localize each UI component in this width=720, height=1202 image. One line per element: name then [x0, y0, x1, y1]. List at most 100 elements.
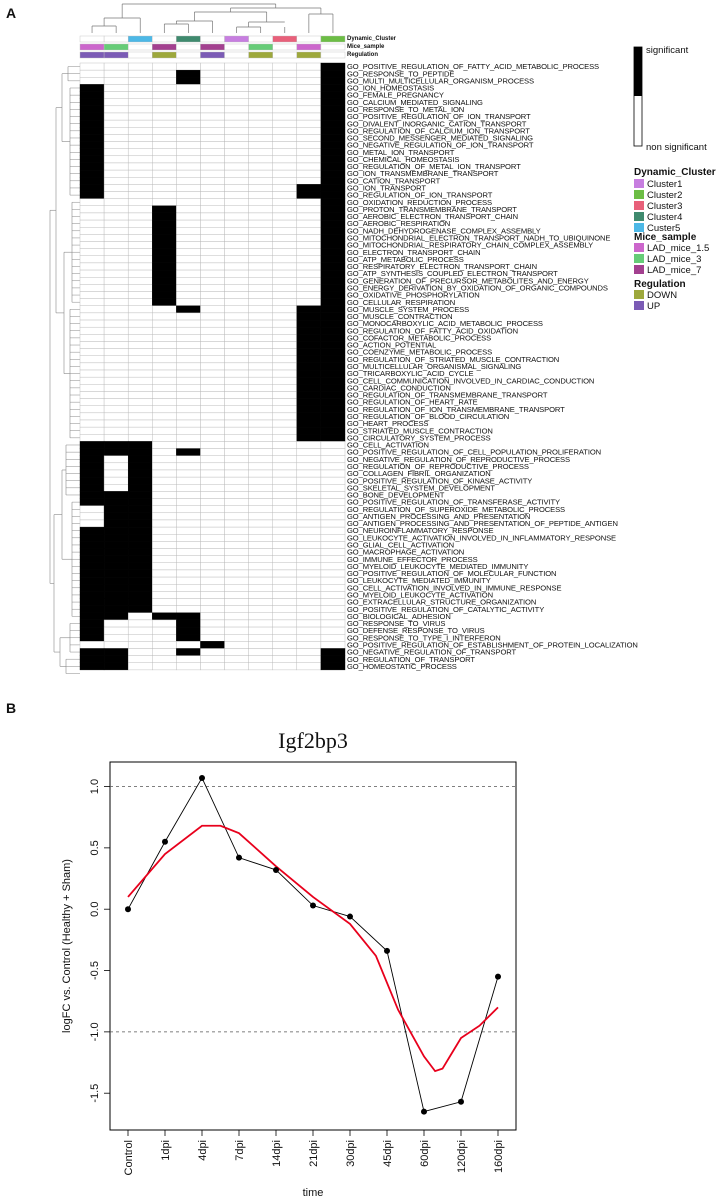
- heatmap-cell: [296, 598, 322, 606]
- heatmap-cell: [176, 326, 201, 335]
- heatmap-cell: [248, 484, 273, 492]
- heatmap-cell: [103, 476, 129, 485]
- heatmap-cell: [224, 476, 249, 485]
- y-tick-label: -0.5: [89, 961, 101, 980]
- heatmap-cell: [296, 412, 322, 421]
- heatmap-cell: [152, 98, 177, 107]
- heatmap-cell: [127, 462, 153, 471]
- heatmap-cell: [248, 284, 273, 292]
- heatmap-cell: [103, 184, 129, 192]
- heatmap-cell: [296, 219, 322, 228]
- data-point: [495, 973, 501, 980]
- heatmap-cell: [224, 398, 249, 406]
- heatmap-cell: [79, 284, 105, 292]
- heatmap-cell: [224, 184, 249, 192]
- heatmap-cell: [320, 441, 346, 449]
- heatmap-cell: [176, 619, 201, 628]
- heatmap-cell: [200, 134, 225, 142]
- heatmap-cell: [320, 62, 346, 71]
- heatmap-cell: [103, 555, 129, 563]
- heatmap-cell: [248, 262, 273, 271]
- go-term-label: GO_AEROBIC_RESPIRATION: [347, 219, 450, 228]
- heatmap-cell: [176, 605, 201, 613]
- heatmap-cell: [127, 626, 153, 635]
- heatmap-cell: [176, 584, 201, 592]
- data-point: [384, 947, 390, 954]
- heatmap-cell: [320, 184, 346, 192]
- heatmap-cell: [320, 355, 346, 364]
- heatmap-cell: [320, 548, 346, 556]
- heatmap-cell: [320, 376, 346, 385]
- heatmap-cell: [224, 384, 249, 392]
- heatmap-cell: [176, 455, 201, 464]
- heatmap-cell: [200, 455, 225, 464]
- heatmap-cell: [127, 169, 153, 178]
- heatmap-cell: [224, 241, 249, 249]
- heatmap-cell: [248, 476, 273, 485]
- heatmap-cell: [248, 662, 273, 671]
- heatmap-cell: [224, 141, 249, 149]
- legend-cluster-item-swatch: [634, 223, 644, 232]
- heatmap-cell: [176, 448, 201, 456]
- heatmap-cell: [272, 269, 298, 278]
- heatmap-cell: [127, 98, 153, 107]
- heatmap-cell: [248, 434, 273, 442]
- heatmap-cell: [248, 77, 273, 85]
- heatmap-cell: [103, 212, 129, 221]
- column-dendrogram: [91, 3, 334, 33]
- heatmap-cell: [296, 398, 322, 406]
- heatmap-cell: [200, 376, 225, 385]
- heatmap-cell: [79, 626, 105, 635]
- annotation-cell: [103, 51, 129, 59]
- heatmap-cell: [103, 576, 129, 585]
- go-term-label: GO_REGULATION_OF_ION_TRANSMEMBRANE_TRANS…: [347, 405, 565, 414]
- heatmap-cell: [320, 162, 346, 171]
- heatmap-cell: [176, 219, 201, 228]
- heatmap-cell: [152, 169, 177, 178]
- heatmap-cell: [200, 69, 225, 78]
- heatmap-cell: [320, 348, 346, 356]
- heatmap-cell: [224, 105, 249, 114]
- go-term-label: GO_METAL_ION_TRANSPORT: [347, 148, 455, 157]
- heatmap-cell: [176, 576, 201, 585]
- heatmap-cell: [320, 655, 346, 663]
- heatmap-cell: [248, 198, 273, 207]
- heatmap-cell: [224, 212, 249, 221]
- heatmap-cell: [224, 448, 249, 456]
- heatmap-cell: [320, 491, 346, 499]
- heatmap-cell: [103, 362, 129, 371]
- heatmap-cell: [152, 626, 177, 635]
- heatmap-cell: [272, 619, 298, 628]
- heatmap-cell: [296, 405, 322, 414]
- legend-cluster-item-swatch: [634, 179, 644, 188]
- heatmap-cell: [224, 169, 249, 178]
- heatmap-cell: [79, 119, 105, 128]
- heatmap-cell: [127, 134, 153, 142]
- heatmap-cell: [152, 291, 177, 299]
- heatmap-cell: [200, 326, 225, 335]
- heatmap-cell: [79, 169, 105, 178]
- heatmap-cell: [224, 98, 249, 107]
- heatmap-cell: [296, 248, 322, 256]
- heatmap-cell: [127, 248, 153, 256]
- heatmap-cell: [103, 405, 129, 414]
- heatmap-cell: [152, 598, 177, 606]
- legend-cluster-item-label: Custer5: [647, 223, 680, 234]
- heatmap-cell: [152, 412, 177, 421]
- heatmap-cell: [127, 255, 153, 264]
- heatmap-cell: [320, 569, 346, 578]
- heatmap-cell: [103, 626, 129, 635]
- heatmap-cell: [272, 641, 298, 649]
- heatmap-cell: [248, 148, 273, 157]
- heatmap-cell: [176, 555, 201, 563]
- heatmap-cell: [176, 426, 201, 435]
- heatmap-cell: [152, 519, 177, 528]
- heatmap-cell: [296, 569, 322, 578]
- heatmap-cell: [103, 84, 129, 92]
- heatmap-cell: [296, 505, 322, 514]
- heatmap-cell: [152, 312, 177, 321]
- heatmap-cell: [200, 605, 225, 613]
- legend-regulation-item-label: DOWN: [647, 290, 677, 301]
- heatmap-cell: [296, 612, 322, 621]
- heatmap-cell: [296, 376, 322, 385]
